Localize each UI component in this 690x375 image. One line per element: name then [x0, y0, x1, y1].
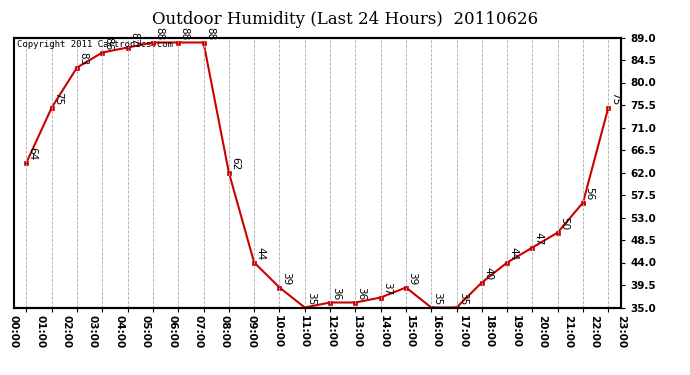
Text: 01:00: 01:00 [35, 315, 46, 348]
Text: 37: 37 [382, 282, 392, 295]
Text: 14:00: 14:00 [378, 315, 388, 348]
Text: 36: 36 [357, 287, 366, 300]
Text: 07:00: 07:00 [194, 315, 204, 348]
Text: 62: 62 [230, 157, 240, 170]
Text: 88: 88 [179, 27, 190, 40]
Text: 19:00: 19:00 [511, 315, 520, 348]
Text: 20:00: 20:00 [537, 315, 546, 348]
Text: 10:00: 10:00 [273, 315, 283, 348]
Text: 50: 50 [559, 217, 569, 230]
Text: 44: 44 [509, 247, 518, 260]
Text: 06:00: 06:00 [167, 315, 177, 348]
Text: 35: 35 [458, 292, 468, 305]
Text: 56: 56 [584, 187, 594, 200]
Text: 75: 75 [610, 92, 620, 105]
Text: 05:00: 05:00 [141, 315, 151, 348]
Text: 11:00: 11:00 [299, 315, 309, 348]
Text: 09:00: 09:00 [246, 315, 257, 348]
Text: 35: 35 [306, 292, 316, 305]
Text: 87: 87 [129, 32, 139, 45]
Text: 39: 39 [407, 272, 417, 285]
Text: 75: 75 [53, 92, 63, 105]
Text: 36: 36 [331, 287, 342, 300]
Text: 40: 40 [483, 267, 493, 280]
Text: 88: 88 [155, 27, 164, 40]
Text: Copyright 2011 Cartronics.com: Copyright 2011 Cartronics.com [17, 40, 172, 49]
Text: 86: 86 [104, 37, 114, 50]
Text: 00:00: 00:00 [9, 315, 19, 348]
Text: 18:00: 18:00 [484, 315, 494, 348]
Text: 03:00: 03:00 [88, 315, 98, 348]
Text: 23:00: 23:00 [616, 315, 626, 348]
Text: 22:00: 22:00 [589, 315, 600, 348]
Text: 21:00: 21:00 [563, 315, 573, 348]
Text: 35: 35 [433, 292, 442, 305]
Text: 64: 64 [28, 147, 38, 160]
Text: 15:00: 15:00 [405, 315, 415, 348]
Text: 16:00: 16:00 [431, 315, 441, 348]
Text: 44: 44 [255, 247, 266, 260]
Text: 39: 39 [281, 272, 290, 285]
Text: 17:00: 17:00 [457, 315, 468, 348]
Text: 13:00: 13:00 [352, 315, 362, 348]
Text: 04:00: 04:00 [115, 315, 124, 348]
Text: 02:00: 02:00 [61, 315, 72, 348]
Text: 12:00: 12:00 [326, 315, 335, 348]
Text: 83: 83 [79, 52, 88, 65]
Text: 47: 47 [534, 232, 544, 245]
Text: 88: 88 [205, 27, 215, 40]
Text: Outdoor Humidity (Last 24 Hours)  20110626: Outdoor Humidity (Last 24 Hours) 2011062… [152, 11, 538, 28]
Text: 08:00: 08:00 [220, 315, 230, 348]
